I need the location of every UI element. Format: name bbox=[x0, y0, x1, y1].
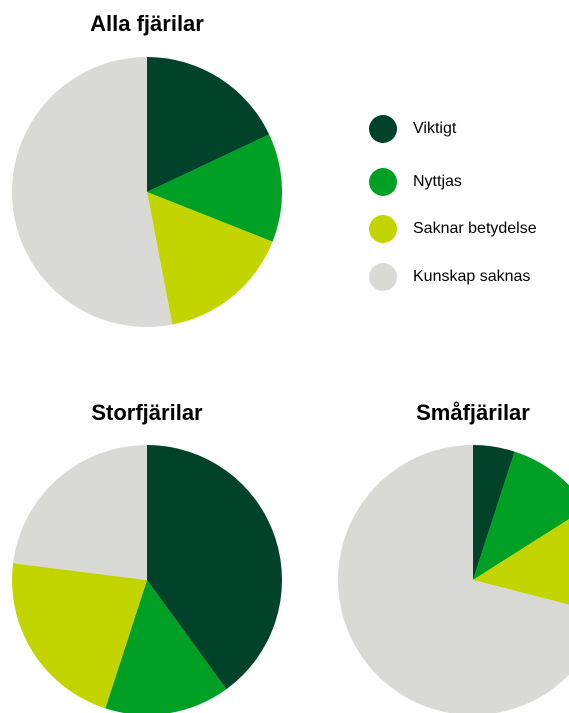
legend-swatch bbox=[369, 263, 397, 291]
pie-slice bbox=[13, 445, 148, 580]
pie-slice bbox=[11, 56, 173, 327]
pie-slice bbox=[147, 57, 270, 192]
pie-slice bbox=[473, 451, 569, 580]
pie-slice bbox=[147, 134, 282, 242]
chart-title: Småfjärilar bbox=[416, 400, 530, 425]
legend-label: Nyttjas bbox=[413, 173, 462, 190]
pie-slice bbox=[147, 192, 273, 325]
pie-slice bbox=[338, 445, 569, 713]
pie-slice bbox=[147, 445, 283, 690]
legend-swatch bbox=[369, 115, 397, 143]
legend-swatch bbox=[369, 215, 397, 243]
chart-title: Alla fjärilar bbox=[90, 11, 204, 36]
chart-title: Storfjärilar bbox=[91, 400, 203, 425]
pie-slice bbox=[105, 580, 227, 713]
pie-slice bbox=[12, 563, 147, 709]
legend-swatch bbox=[369, 168, 397, 196]
legend-label: Saknar betydelse bbox=[413, 220, 537, 237]
pie-slice bbox=[473, 519, 569, 605]
legend-label: Viktigt bbox=[413, 120, 457, 137]
pie-slice bbox=[473, 445, 515, 580]
legend-label: Kunskap saknas bbox=[413, 268, 530, 285]
